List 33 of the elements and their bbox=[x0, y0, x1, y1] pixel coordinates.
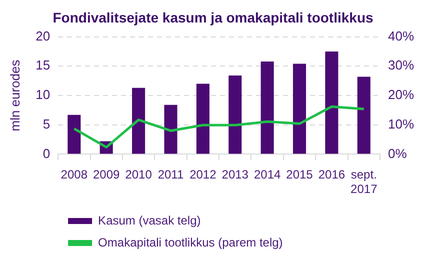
x-tick-label: 2010 bbox=[125, 168, 152, 182]
y-tick-label: 20 bbox=[36, 28, 50, 44]
y-tick-label: 10 bbox=[36, 87, 50, 102]
legend-label: Kasum (vasak telg) bbox=[98, 213, 201, 228]
y2-tick-label: 40% bbox=[388, 28, 414, 44]
y2-tick-label: 10% bbox=[388, 116, 414, 132]
bar bbox=[292, 64, 306, 154]
bar bbox=[260, 61, 274, 154]
x-tick-label: 2009 bbox=[92, 168, 120, 182]
bar bbox=[132, 88, 146, 154]
y-axis-title: mln eurodes bbox=[7, 59, 22, 132]
x-tick-label: sept. 2017 bbox=[350, 168, 378, 196]
x-tick-label: 2011 bbox=[158, 168, 184, 182]
bar bbox=[325, 51, 338, 154]
x-tick-label: 2016 bbox=[318, 168, 346, 182]
legend-label: Omakapitali tootlikkus (parem telg) bbox=[98, 235, 283, 250]
bar bbox=[228, 76, 242, 154]
chart-title: Fondivalitsejate kasum ja omakapitali tootlikkus bbox=[52, 9, 374, 26]
y2-tick-label: 30% bbox=[388, 58, 414, 73]
y2-tick-label: 20% bbox=[388, 87, 414, 102]
y-tick-label: 5 bbox=[42, 116, 50, 132]
x-tick-label: 2012 bbox=[190, 168, 217, 182]
y2-tick-label: 0% bbox=[388, 146, 408, 161]
bar bbox=[164, 104, 178, 154]
x-tick-label: 2013 bbox=[222, 168, 249, 182]
x-tick-label: 2014 bbox=[254, 168, 281, 182]
bar bbox=[357, 76, 370, 154]
y-tick-label: 15 bbox=[36, 58, 50, 73]
bar bbox=[196, 84, 210, 154]
x-tick-label: 2015 bbox=[286, 168, 314, 182]
y-tick-label: 0 bbox=[42, 146, 50, 161]
x-tick-label: 2008 bbox=[60, 168, 88, 182]
bar bbox=[68, 114, 81, 154]
